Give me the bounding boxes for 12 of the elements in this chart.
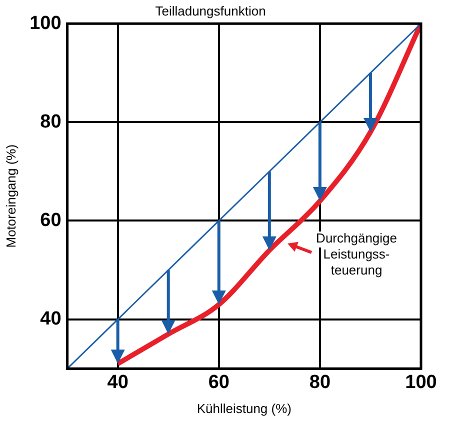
x-tick-label: 100	[405, 372, 437, 394]
y-axis-title: Motoreingang (%)	[3, 144, 18, 248]
x-tick-label: 60	[208, 372, 230, 394]
x-axis-title: Kühlleistung (%)	[196, 400, 292, 416]
y-tick-label: 100	[30, 12, 62, 34]
chart-title: Teilladungsfunktion	[155, 3, 266, 18]
x-tick-label: 40	[107, 372, 128, 394]
annotation: Durchgängige Leistungss- teuerung	[316, 230, 397, 278]
y-tick-label: 80	[40, 111, 62, 132]
y-tick-label: 40	[40, 308, 62, 330]
x-tick-label: 80	[309, 372, 331, 394]
y-tick-label: 60	[40, 210, 62, 231]
